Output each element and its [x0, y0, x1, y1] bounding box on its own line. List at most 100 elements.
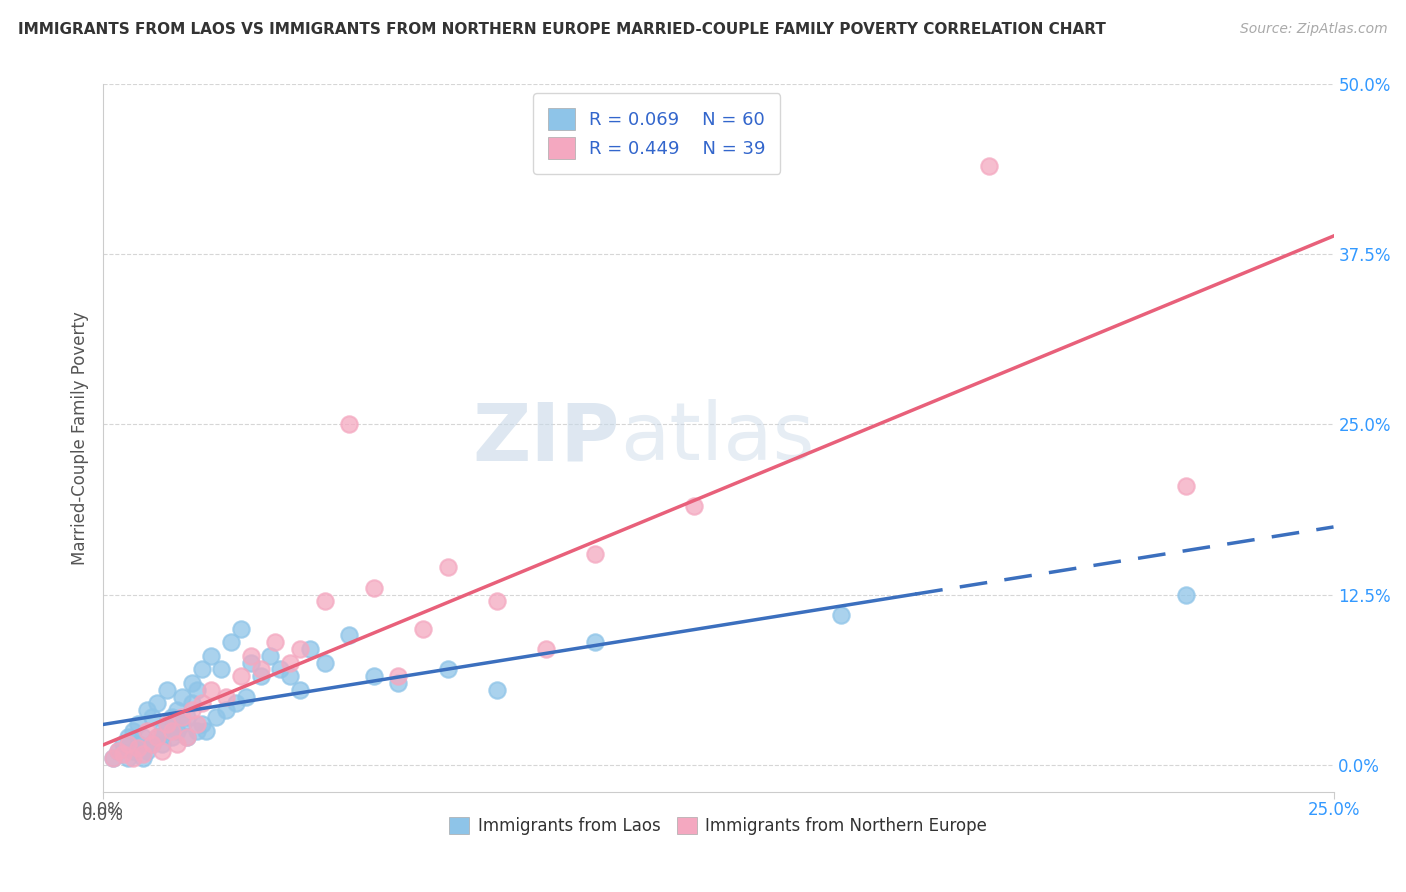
Point — [156, 716, 179, 731]
Point — [141, 710, 163, 724]
Point — [141, 737, 163, 751]
Point — [288, 682, 311, 697]
Point — [107, 744, 129, 758]
Point — [160, 710, 183, 724]
Text: 0.0%: 0.0% — [82, 801, 124, 819]
Point — [205, 710, 228, 724]
Point — [269, 662, 291, 676]
Point — [363, 669, 385, 683]
Point — [180, 703, 202, 717]
Point — [412, 622, 434, 636]
Point — [436, 662, 458, 676]
Point — [117, 737, 139, 751]
Point — [977, 159, 1000, 173]
Point — [101, 750, 124, 764]
Point — [249, 669, 271, 683]
Point — [264, 635, 287, 649]
Point — [239, 656, 262, 670]
Text: 0.0%: 0.0% — [82, 805, 124, 824]
Point — [176, 710, 198, 724]
Point — [111, 747, 134, 761]
Point — [150, 737, 173, 751]
Point — [186, 682, 208, 697]
Point — [239, 648, 262, 663]
Point — [209, 662, 232, 676]
Point — [229, 622, 252, 636]
Point — [200, 682, 222, 697]
Point — [121, 744, 143, 758]
Point — [107, 744, 129, 758]
Point — [180, 696, 202, 710]
Point — [337, 628, 360, 642]
Point — [146, 731, 169, 745]
Point — [127, 716, 149, 731]
Point — [534, 641, 557, 656]
Point — [200, 648, 222, 663]
Point — [1174, 479, 1197, 493]
Point — [288, 641, 311, 656]
Point — [229, 669, 252, 683]
Point — [278, 656, 301, 670]
Point — [180, 676, 202, 690]
Point — [249, 662, 271, 676]
Point — [160, 731, 183, 745]
Point — [166, 723, 188, 738]
Point — [337, 417, 360, 432]
Point — [190, 716, 212, 731]
Point — [314, 594, 336, 608]
Text: ZIP: ZIP — [472, 399, 620, 477]
Text: Source: ZipAtlas.com: Source: ZipAtlas.com — [1240, 22, 1388, 37]
Legend: R = 0.069    N = 60, R = 0.449    N = 39: R = 0.069 N = 60, R = 0.449 N = 39 — [533, 94, 780, 174]
Point — [485, 682, 508, 697]
Point — [682, 499, 704, 513]
Point — [363, 581, 385, 595]
Point — [121, 723, 143, 738]
Point — [215, 703, 238, 717]
Point — [160, 723, 183, 738]
Point — [314, 656, 336, 670]
Point — [215, 690, 238, 704]
Point — [235, 690, 257, 704]
Point — [117, 731, 139, 745]
Point — [176, 731, 198, 745]
Point — [156, 682, 179, 697]
Point — [166, 737, 188, 751]
Point — [156, 716, 179, 731]
Point — [387, 676, 409, 690]
Point — [1174, 587, 1197, 601]
Point — [219, 635, 242, 649]
Text: atlas: atlas — [620, 399, 814, 477]
Y-axis label: Married-Couple Family Poverty: Married-Couple Family Poverty — [72, 311, 89, 565]
Point — [127, 737, 149, 751]
Point — [298, 641, 321, 656]
Point — [150, 744, 173, 758]
Point — [127, 741, 149, 756]
Point — [225, 696, 247, 710]
Point — [136, 744, 159, 758]
Point — [111, 737, 134, 751]
Point — [583, 635, 606, 649]
Point — [170, 690, 193, 704]
Point — [387, 669, 409, 683]
Point — [136, 703, 159, 717]
Point — [146, 731, 169, 745]
Point — [259, 648, 281, 663]
Text: IMMIGRANTS FROM LAOS VS IMMIGRANTS FROM NORTHERN EUROPE MARRIED-COUPLE FAMILY PO: IMMIGRANTS FROM LAOS VS IMMIGRANTS FROM … — [18, 22, 1107, 37]
Point — [141, 737, 163, 751]
Point — [117, 750, 139, 764]
Point — [190, 662, 212, 676]
Point — [186, 716, 208, 731]
Point — [170, 710, 193, 724]
Point — [136, 723, 159, 738]
Point — [485, 594, 508, 608]
Point — [170, 716, 193, 731]
Point — [583, 547, 606, 561]
Point — [436, 560, 458, 574]
Point — [131, 750, 153, 764]
Text: 25.0%: 25.0% — [1308, 801, 1360, 819]
Point — [121, 750, 143, 764]
Point — [131, 747, 153, 761]
Point — [101, 750, 124, 764]
Point — [195, 723, 218, 738]
Point — [190, 696, 212, 710]
